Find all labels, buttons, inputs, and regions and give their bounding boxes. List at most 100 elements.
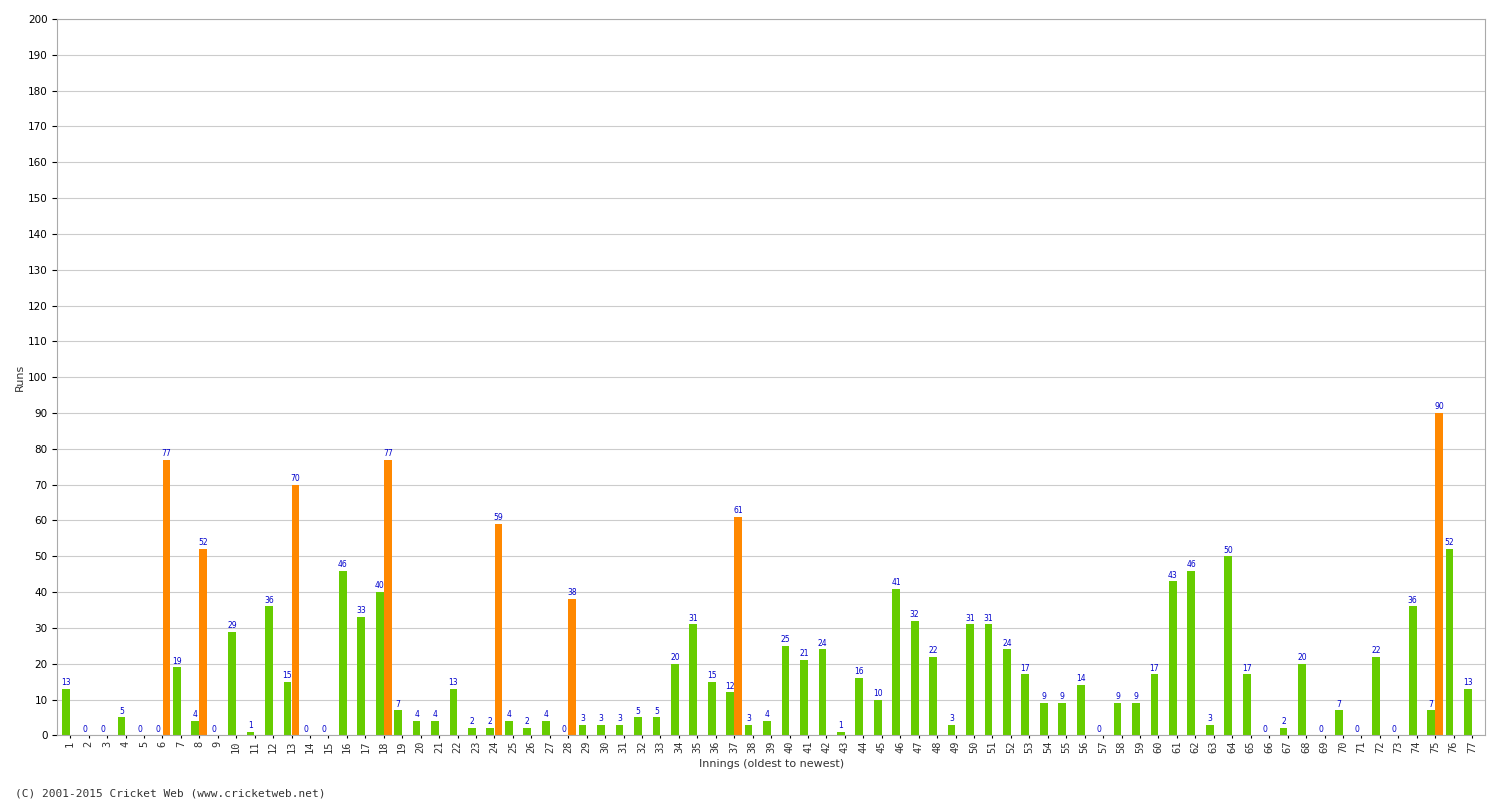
Text: 0: 0 [100,725,105,734]
Bar [1040,703,1047,735]
Bar [357,617,364,735]
Bar [708,682,716,735]
Bar [62,689,70,735]
Text: 36: 36 [264,596,274,605]
Bar [568,599,576,735]
Text: 1: 1 [839,721,843,730]
Bar [172,667,180,735]
Bar [1206,725,1214,735]
Text: 17: 17 [1020,664,1031,673]
Text: 31: 31 [964,614,975,622]
Text: 15: 15 [282,671,292,680]
Text: 4: 4 [194,710,198,719]
Text: 10: 10 [873,689,882,698]
Bar [1464,689,1472,735]
Text: 90: 90 [1434,402,1444,411]
Text: 4: 4 [765,710,770,719]
Text: 52: 52 [198,538,208,547]
Text: 70: 70 [291,474,300,483]
Text: 4: 4 [507,710,512,719]
Bar [1113,703,1122,735]
Text: 13: 13 [62,678,70,687]
Text: 3: 3 [950,714,954,723]
Text: 13: 13 [1462,678,1473,687]
Text: 0: 0 [303,725,309,734]
Bar [542,721,549,735]
Text: 1: 1 [248,721,254,730]
Bar [1335,710,1342,735]
Bar [117,718,126,735]
Bar [855,678,862,735]
Bar [726,693,734,735]
Bar [744,725,753,735]
Text: 9: 9 [1114,692,1120,702]
Bar [1022,674,1029,735]
Bar [1188,570,1196,735]
Text: 3: 3 [616,714,622,723]
Text: 77: 77 [382,449,393,458]
Text: 2: 2 [1281,718,1286,726]
Bar [200,549,207,735]
Text: 25: 25 [780,635,790,644]
Bar [690,624,698,735]
Bar [1436,413,1443,735]
Text: 20: 20 [670,653,680,662]
Bar [394,710,402,735]
Text: 36: 36 [1408,596,1418,605]
Text: 2: 2 [488,718,492,726]
Text: 41: 41 [891,578,902,586]
Bar [874,699,882,735]
Text: 9: 9 [1134,692,1138,702]
Text: 0: 0 [1096,725,1101,734]
Bar [1408,606,1416,735]
Text: 12: 12 [726,682,735,690]
Bar [735,517,742,735]
Bar [819,650,827,735]
Bar [782,646,789,735]
Bar [486,728,494,735]
Text: 21: 21 [800,650,808,658]
Text: 24: 24 [1002,638,1011,648]
Text: 32: 32 [910,610,920,619]
Text: 59: 59 [494,514,504,522]
Bar [1168,582,1178,735]
X-axis label: Innings (oldest to newest): Innings (oldest to newest) [699,759,843,769]
Text: 5: 5 [654,706,658,716]
Text: 7: 7 [1336,699,1341,709]
Text: 16: 16 [855,667,864,676]
Bar [1059,703,1066,735]
Text: 17: 17 [1242,664,1251,673]
Bar [228,631,236,735]
Text: 52: 52 [1444,538,1455,547]
Bar [800,660,808,735]
Bar [430,721,439,735]
Bar [162,459,171,735]
Text: 20: 20 [1298,653,1306,662]
Bar [1004,650,1011,735]
Bar [652,718,660,735]
Bar [1132,703,1140,735]
Bar [524,728,531,735]
Text: 5: 5 [118,706,124,716]
Text: 3: 3 [598,714,603,723]
Text: 4: 4 [543,710,548,719]
Text: 22: 22 [1371,646,1380,654]
Text: 15: 15 [706,671,717,680]
Bar [910,621,918,735]
Text: 2: 2 [525,718,530,726]
Bar [450,689,458,735]
Text: 43: 43 [1168,570,1178,579]
Bar [1280,728,1287,735]
Text: 29: 29 [228,621,237,630]
Text: 0: 0 [156,725,160,734]
Bar [1150,674,1158,735]
Text: 7: 7 [396,699,400,709]
Bar [192,721,200,735]
Bar [413,721,420,735]
Bar [1244,674,1251,735]
Bar [634,718,642,735]
Text: 7: 7 [1428,699,1434,709]
Bar [1298,664,1306,735]
Bar [266,606,273,735]
Text: 31: 31 [688,614,698,622]
